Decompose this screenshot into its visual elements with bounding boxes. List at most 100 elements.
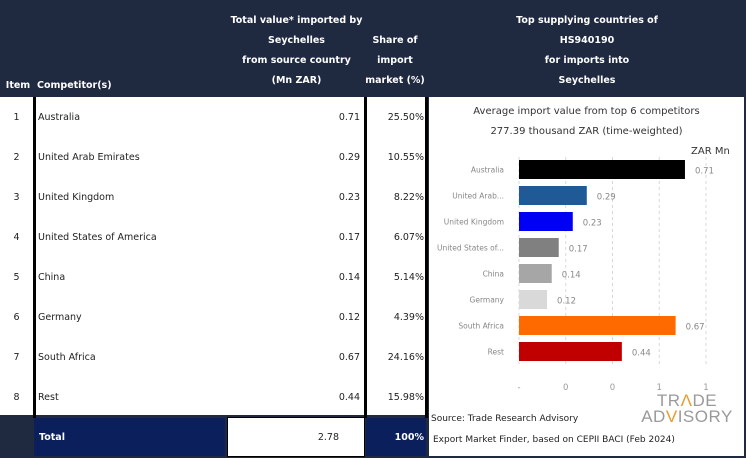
category-label: China: [483, 270, 504, 279]
table-row: 1 Australia 0.71 25.50%: [0, 97, 428, 137]
table-row: 8 Rest 0.44 15.98%: [0, 377, 428, 417]
competitor-name: United States of America: [38, 231, 157, 243]
header-top-suppliers: Top supplying countries of HS940190 for …: [428, 11, 746, 91]
item-number: 6: [13, 311, 20, 323]
chart-panel: Average import value from top 6 competit…: [429, 97, 744, 456]
divider: [425, 97, 428, 418]
bar: [519, 212, 573, 231]
total-value: 2.78: [227, 417, 365, 457]
table-row: 6 Germany 0.12 4.39%: [0, 297, 428, 337]
data-label: 0.17: [569, 245, 588, 255]
data-label: 0.14: [562, 271, 581, 281]
data-label: 0.29: [597, 193, 616, 203]
table-row: 7 South Africa 0.67 24.16%: [0, 337, 428, 377]
header-share: Share of import market (%): [364, 31, 426, 91]
x-tick-label: 0: [610, 383, 615, 393]
share-column: [367, 97, 427, 415]
import-value: 0.71: [338, 111, 360, 123]
source-line-1: Source: Trade Research Advisory: [431, 414, 579, 424]
market-share: 25.50%: [387, 111, 424, 123]
market-share: 4.39%: [393, 311, 424, 323]
source-line-2: Export Market Finder, based on CEPII BAC…: [433, 435, 675, 445]
item-number: 5: [13, 271, 20, 283]
bar: [519, 264, 552, 283]
item-number: 3: [13, 191, 20, 203]
logo-accent: Λ: [680, 391, 693, 410]
market-share: 8.22%: [393, 191, 424, 203]
table-row: 3 United Kingdom 0.23 8.22%: [0, 177, 428, 217]
data-label: 0.67: [686, 323, 705, 333]
total-label: Total: [34, 418, 225, 456]
header-line: import: [377, 55, 413, 66]
chart-subtitle: 277.39 thousand ZAR (time-weighted): [490, 126, 683, 137]
main-column: [36, 97, 365, 415]
header-total-value: Total value* imported by Seychelles from…: [230, 11, 363, 91]
item-number: 1: [13, 111, 20, 123]
data-label: 0.23: [583, 219, 602, 229]
import-value: 0.14: [338, 271, 360, 283]
header-line: Top supplying countries of: [516, 15, 658, 26]
import-value: 0.12: [338, 311, 360, 323]
header-line: HS940190: [559, 35, 615, 46]
header-line: market (%): [365, 75, 425, 86]
import-value: 0.29: [338, 151, 360, 163]
header-line: Seychelles: [268, 35, 325, 46]
trade-advisory-logo: TRΛDE ADVISORY: [637, 391, 737, 426]
item-number: 4: [13, 231, 20, 243]
item-number: 8: [13, 391, 20, 403]
table-row: 5 China 0.14 5.14%: [0, 257, 428, 297]
bar-chart: ZAR Mn Australia 0.71 United Arab... 0.29 Uni…: [437, 146, 730, 393]
logo-text: ISORY: [677, 407, 733, 426]
bar: [519, 342, 622, 361]
bar: [519, 316, 676, 335]
market-share: 6.07%: [393, 231, 424, 243]
header-line: from source country: [242, 55, 351, 66]
total-share: 100%: [366, 418, 426, 456]
header-line: Total value* imported by: [230, 15, 363, 26]
category-label: Australia: [471, 166, 504, 175]
x-tick-label: 0: [563, 383, 568, 393]
competitor-name: Australia: [38, 111, 81, 123]
bar: [519, 290, 548, 309]
logo-accent: V: [665, 407, 678, 426]
chart-title: Average import value from top 6 competit…: [473, 106, 700, 117]
header-line: (Mn ZAR): [271, 75, 322, 86]
header-line: Seychelles: [558, 75, 616, 86]
market-share: 5.14%: [393, 271, 424, 283]
category-label: South Africa: [458, 322, 504, 331]
divider: [33, 97, 36, 418]
competitor-name: United Kingdom: [38, 191, 115, 203]
bar: [519, 238, 559, 257]
item-number: 2: [13, 151, 20, 163]
x-tick-label: -: [517, 383, 520, 393]
logo-text: DE: [692, 391, 718, 410]
table-row: 2 United Arab Emirates 0.29 10.55%: [0, 137, 428, 177]
market-share: 15.98%: [387, 391, 424, 403]
import-value: 0.67: [338, 351, 360, 363]
table-row: 4 United States of America 0.17 6.07%: [0, 217, 428, 257]
competitor-name: China: [38, 271, 66, 283]
x-tick-label: 1: [657, 383, 662, 393]
divider: [364, 97, 367, 418]
competitor-name: Rest: [38, 391, 59, 403]
bar: [519, 160, 685, 179]
unit-label: ZAR Mn: [691, 146, 730, 157]
import-value: 0.17: [338, 231, 360, 243]
item-column: [0, 97, 33, 415]
category-label: United Kingdom: [444, 218, 504, 227]
competitor-name: United Arab Emirates: [38, 151, 140, 163]
competitor-name: South Africa: [38, 351, 96, 363]
header-item: Item: [5, 80, 31, 91]
logo-text: TR: [656, 391, 681, 410]
category-label: Germany: [470, 296, 505, 305]
market-share: 10.55%: [387, 151, 424, 163]
category-label: Rest: [488, 348, 504, 357]
data-label: 0.71: [695, 167, 714, 177]
x-tick-label: 1: [703, 383, 708, 393]
competitor-name: Germany: [38, 311, 82, 323]
import-value: 0.23: [338, 191, 360, 203]
header-competitor: Competitor(s): [37, 80, 112, 91]
bar: [519, 186, 587, 205]
category-label: United Arab...: [452, 192, 504, 201]
item-number: 7: [13, 351, 20, 363]
